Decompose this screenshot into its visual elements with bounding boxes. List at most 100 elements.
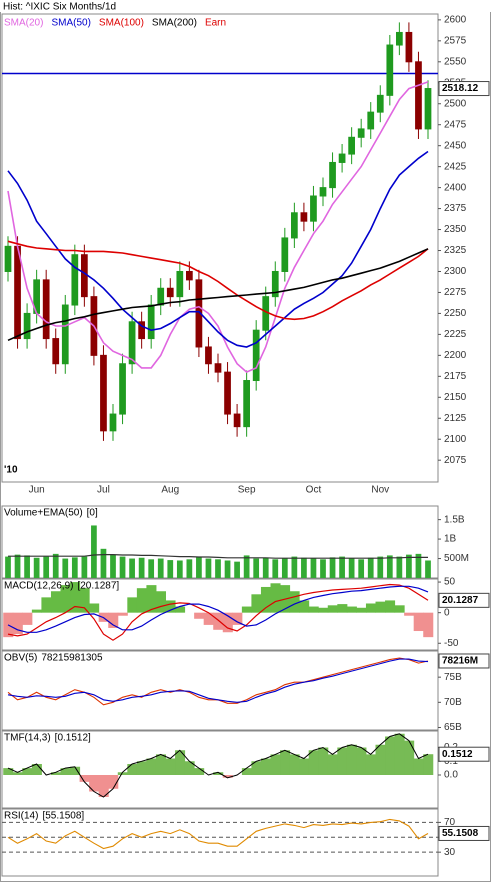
histogram-bar bbox=[413, 612, 424, 632]
histogram-bar bbox=[108, 612, 119, 628]
candle-body bbox=[376, 94, 384, 113]
volume-bar bbox=[358, 559, 365, 578]
area-slice bbox=[155, 754, 166, 775]
chart-title: Hist: ^IXIC Six Months/1d bbox=[3, 2, 116, 13]
candle-body bbox=[14, 245, 21, 340]
candle-body bbox=[310, 195, 317, 222]
histogram-bar bbox=[308, 606, 319, 613]
candle-body bbox=[205, 346, 212, 365]
y-tick-label: 1B bbox=[444, 534, 457, 545]
histogram-bar bbox=[127, 597, 138, 613]
legend-value: [0] bbox=[87, 508, 98, 519]
histogram-bar bbox=[31, 609, 42, 613]
moving-average-line bbox=[7, 81, 429, 374]
y-tick-label: 2425 bbox=[444, 161, 467, 172]
area-slice bbox=[117, 772, 128, 775]
candle-body bbox=[386, 44, 394, 96]
area-slice bbox=[365, 754, 376, 775]
volume-bar bbox=[205, 558, 212, 578]
legend-value: [55.1508] bbox=[42, 811, 84, 822]
candle-body bbox=[291, 212, 298, 239]
histogram-bar bbox=[213, 612, 224, 630]
histogram-bar bbox=[394, 605, 405, 613]
area-slice bbox=[251, 761, 262, 775]
volume-bar bbox=[138, 557, 145, 578]
y-tick-label: 0 bbox=[444, 607, 450, 618]
area-slice bbox=[184, 761, 195, 775]
volume-bar bbox=[367, 557, 374, 578]
histogram-bar bbox=[270, 583, 281, 613]
candle-body bbox=[176, 270, 184, 298]
volume-bar bbox=[24, 555, 30, 578]
area-slice bbox=[194, 768, 205, 775]
last-value-box bbox=[438, 825, 490, 841]
last-value-label: 78216M bbox=[442, 656, 478, 667]
histogram-bar bbox=[385, 600, 396, 613]
volume-bar bbox=[33, 557, 40, 578]
legend-value: 78215981305 bbox=[41, 653, 103, 664]
moving-average-line bbox=[7, 150, 429, 348]
candle-body bbox=[338, 153, 346, 163]
histogram-bar bbox=[155, 591, 166, 613]
candle-body bbox=[252, 329, 260, 382]
area-slice bbox=[241, 768, 252, 775]
candle-body bbox=[224, 371, 231, 415]
area-slice bbox=[337, 747, 348, 775]
candle-body bbox=[166, 287, 174, 298]
legend-entry: Earn bbox=[205, 18, 226, 29]
y-tick-label: 2400 bbox=[444, 182, 467, 193]
y-tick-label: 2550 bbox=[444, 56, 467, 67]
legend-value: [20.1287] bbox=[77, 581, 119, 592]
volume-bar bbox=[5, 556, 11, 578]
legend-entry: SMA(100) bbox=[99, 18, 144, 29]
histogram-bar bbox=[117, 612, 128, 616]
histogram-bar bbox=[423, 612, 434, 638]
area-slice bbox=[70, 766, 81, 775]
y-tick-label: 0.0 bbox=[444, 770, 458, 781]
y-tick-label: 2100 bbox=[444, 434, 467, 445]
y-tick-label: 2500 bbox=[444, 98, 467, 109]
candle-body bbox=[214, 363, 222, 373]
y-tick-label: 2175 bbox=[444, 371, 467, 382]
volume-bar bbox=[310, 558, 317, 578]
volume-bar bbox=[253, 558, 260, 578]
volume-bar bbox=[215, 559, 221, 578]
y-tick-label: 30 bbox=[444, 847, 456, 858]
legend-title: RSI(14) bbox=[4, 811, 38, 822]
candle-body bbox=[100, 354, 107, 432]
area-slice bbox=[413, 758, 424, 775]
last-value-label: 2518.12 bbox=[442, 83, 479, 94]
area-slice bbox=[260, 758, 271, 775]
volume-bar bbox=[52, 553, 59, 578]
histogram-bar bbox=[70, 582, 81, 613]
candle-body bbox=[128, 321, 136, 365]
histogram-bar bbox=[60, 585, 71, 613]
last-value-box bbox=[438, 746, 490, 762]
candle-body bbox=[348, 136, 356, 155]
candle-body bbox=[281, 237, 289, 272]
volume-bar bbox=[262, 557, 269, 578]
histogram-bar bbox=[365, 603, 376, 613]
candle-body bbox=[109, 413, 117, 432]
y-tick-label: 2300 bbox=[444, 266, 467, 277]
histogram-bar bbox=[327, 605, 338, 613]
area-slice bbox=[31, 764, 42, 775]
year-label: '10 bbox=[4, 465, 18, 476]
histogram-bar bbox=[203, 612, 214, 625]
volume-bar bbox=[329, 557, 336, 578]
candle-body bbox=[329, 161, 336, 189]
histogram-bar bbox=[375, 601, 386, 613]
candle-body bbox=[119, 363, 126, 415]
volume-bar bbox=[157, 558, 164, 578]
area-slice bbox=[127, 764, 138, 775]
area-slice bbox=[289, 754, 300, 775]
candle-body bbox=[300, 212, 308, 222]
histogram-bar bbox=[89, 603, 100, 613]
candle-body bbox=[138, 321, 145, 340]
volume-bar bbox=[91, 525, 97, 578]
volume-bar bbox=[406, 554, 412, 578]
x-tick-label: Nov bbox=[371, 485, 389, 496]
y-tick-label: 70 bbox=[444, 817, 456, 828]
candle-body bbox=[367, 111, 375, 130]
